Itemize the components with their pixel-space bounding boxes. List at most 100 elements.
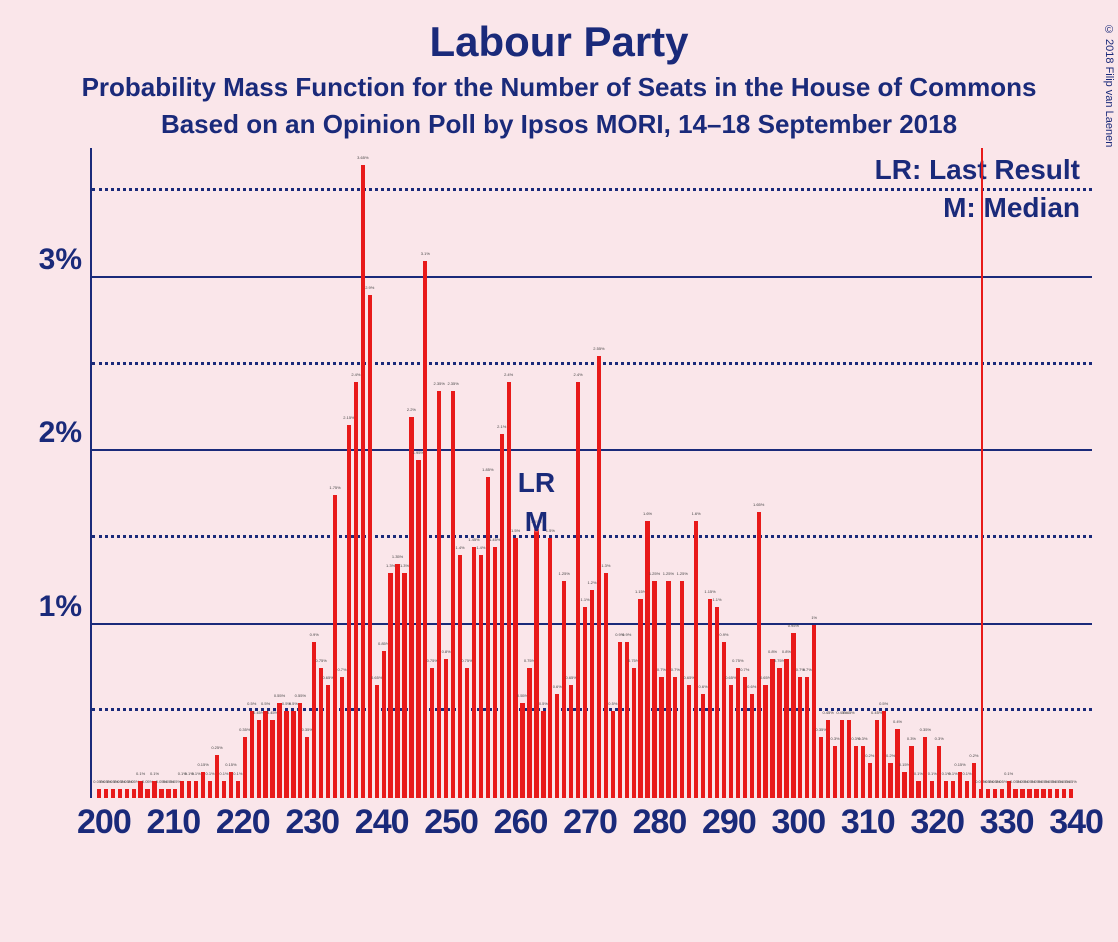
pmf-bar <box>632 668 636 798</box>
pmf-bar <box>868 763 872 798</box>
pmf-bar <box>833 746 837 798</box>
bar-value-label: 1.1% <box>580 597 589 602</box>
pmf-bar <box>402 573 406 798</box>
pmf-bar <box>222 781 226 798</box>
pmf-bar <box>208 781 212 798</box>
pmf-bar <box>729 685 733 798</box>
bar-value-label: 3.1% <box>421 251 430 256</box>
pmf-bar <box>361 165 365 798</box>
pmf-bar <box>562 581 566 798</box>
bar-value-label: 0.1% <box>962 771 971 776</box>
pmf-bar <box>257 720 261 798</box>
pmf-bar <box>458 555 462 798</box>
x-axis-tick-label: 330 <box>980 803 1034 842</box>
bar-value-label: 2.1% <box>497 424 506 429</box>
bar-value-label: 1.1% <box>712 597 721 602</box>
pmf-bar <box>680 581 684 798</box>
bar-value-label: 0.1% <box>219 771 228 776</box>
bar-value-label: 1.25% <box>663 571 674 576</box>
bar-value-label: 0.5% <box>879 701 888 706</box>
bar-value-label: 1.4% <box>476 545 485 550</box>
pmf-bar <box>180 781 184 798</box>
pmf-bar <box>382 651 386 798</box>
bar-value-label: 0.3% <box>907 736 916 741</box>
pmf-bar <box>1048 789 1052 798</box>
bar-value-label: 0.2% <box>865 753 874 758</box>
pmf-bar <box>777 668 781 798</box>
pmf-bar <box>743 677 747 798</box>
pmf-bar <box>701 694 705 798</box>
bar-value-label: 0.1% <box>150 771 159 776</box>
pmf-bar <box>757 512 761 798</box>
pmf-bar <box>638 599 642 798</box>
bar-value-label: 0.2% <box>886 753 895 758</box>
bar-value-label: 0.7% <box>671 667 680 672</box>
marker-median: M <box>525 506 548 538</box>
pmf-bar <box>965 781 969 798</box>
bar-value-label: 0.7% <box>740 667 749 672</box>
pmf-bar <box>944 781 948 798</box>
bar-value-label: 1.2% <box>587 580 596 585</box>
pmf-bar <box>1069 789 1073 798</box>
pmf-bar <box>1034 789 1038 798</box>
pmf-bar <box>645 521 649 798</box>
x-axis-tick-label: 230 <box>285 803 339 842</box>
pmf-bar <box>111 789 115 798</box>
gridline-dotted <box>92 188 1092 191</box>
pmf-bar <box>368 295 372 798</box>
bar-value-label: 0.15% <box>197 762 208 767</box>
pmf-bar <box>340 677 344 798</box>
bar-value-label: 0.25% <box>211 745 222 750</box>
pmf-bar <box>611 711 615 798</box>
bar-value-label: 0.8% <box>768 649 777 654</box>
pmf-bar <box>423 261 427 798</box>
pmf-bar <box>437 391 441 798</box>
bar-value-label: 1.25% <box>677 571 688 576</box>
bar-value-label: 3.65% <box>357 155 368 160</box>
x-axis-tick-label: 210 <box>146 803 200 842</box>
pmf-bar <box>555 694 559 798</box>
pmf-bar <box>319 668 323 798</box>
pmf-bar <box>750 694 754 798</box>
pmf-bar <box>159 789 163 798</box>
x-axis-tick-label: 290 <box>702 803 756 842</box>
bar-value-label: 2.4% <box>574 372 583 377</box>
bar-value-label: 0.55% <box>274 693 285 698</box>
bar-value-label: 0.35% <box>920 727 931 732</box>
bar-value-label: 2.35% <box>434 381 445 386</box>
y-axis-label: 3% <box>39 243 82 277</box>
bar-value-label: 1.15% <box>704 589 715 594</box>
bar-value-label: 0.7% <box>657 667 666 672</box>
pmf-bar <box>1013 789 1017 798</box>
bar-value-label: 1.3% <box>386 563 395 568</box>
x-axis-tick-label: 270 <box>563 803 617 842</box>
bar-value-label: 2.35% <box>447 381 458 386</box>
pmf-bar <box>798 677 802 798</box>
bar-value-label: 0.3% <box>935 736 944 741</box>
pmf-bar <box>805 677 809 798</box>
pmf-bar <box>125 789 129 798</box>
pmf-bar <box>354 382 358 798</box>
pmf-bar <box>507 382 511 798</box>
pmf-bar <box>465 668 469 798</box>
bar-value-label: 0.1% <box>136 771 145 776</box>
bar-value-label: 0.75% <box>732 658 743 663</box>
pmf-bar <box>250 711 254 798</box>
pmf-bar <box>1000 789 1004 798</box>
bar-value-label: 1.45% <box>468 537 479 542</box>
bar-value-label: 0.6% <box>747 684 756 689</box>
pmf-bar <box>347 425 351 798</box>
pmf-bar <box>763 685 767 798</box>
pmf-bar <box>263 711 267 798</box>
marker-last-result: LR <box>518 467 555 499</box>
pmf-bar <box>305 737 309 798</box>
chart-subtitle-2: Based on an Opinion Poll by Ipsos MORI, … <box>0 109 1118 140</box>
pmf-bar <box>187 781 191 798</box>
pmf-bar <box>652 581 656 798</box>
pmf-bar <box>333 495 337 798</box>
bar-value-label: 1% <box>811 615 817 620</box>
gridline-dotted <box>92 535 1092 538</box>
bar-value-label: 0.9% <box>310 632 319 637</box>
x-axis-tick-label: 340 <box>1049 803 1103 842</box>
bar-value-label: 0.05% <box>1065 779 1076 784</box>
